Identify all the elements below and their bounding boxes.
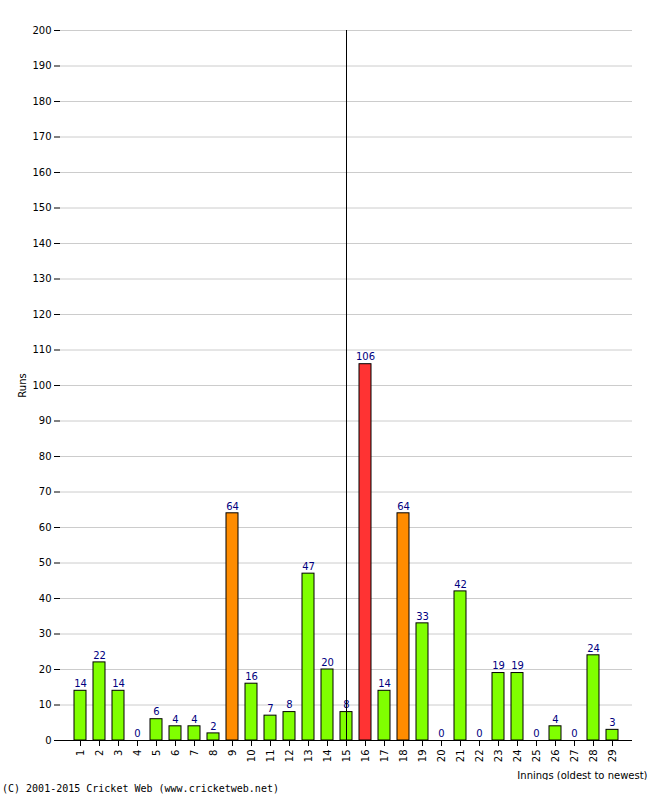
svg-text:11: 11 — [265, 750, 276, 763]
svg-text:Innings (oldest to newest): Innings (oldest to newest) — [517, 770, 647, 781]
svg-text:16: 16 — [245, 671, 258, 682]
svg-text:22: 22 — [474, 750, 485, 763]
svg-text:150: 150 — [32, 202, 51, 213]
svg-text:70: 70 — [39, 486, 52, 497]
svg-text:22: 22 — [93, 650, 106, 661]
svg-text:200: 200 — [32, 25, 51, 36]
svg-text:180: 180 — [32, 96, 51, 107]
svg-text:0: 0 — [533, 728, 539, 739]
html-text:(C) 2001-2015 Cricket Web (www: (C) 2001-2015 Cricket Web (www.cricketwe… — [2, 783, 279, 794]
svg-text:21: 21 — [455, 750, 466, 763]
svg-text:190: 190 — [32, 60, 51, 71]
svg-text:24: 24 — [512, 750, 523, 763]
svg-text:64: 64 — [397, 501, 410, 512]
svg-text:40: 40 — [39, 593, 52, 604]
svg-text:170: 170 — [32, 131, 51, 142]
svg-text:6: 6 — [153, 706, 159, 717]
svg-text:0: 0 — [134, 728, 140, 739]
svg-text:7: 7 — [189, 750, 200, 756]
svg-text:0: 0 — [45, 735, 51, 746]
svg-text:Runs: Runs — [17, 373, 28, 397]
svg-text:160: 160 — [32, 167, 51, 178]
svg-text:25: 25 — [531, 750, 542, 763]
svg-text:64: 64 — [226, 501, 239, 512]
svg-text:10: 10 — [246, 750, 257, 763]
svg-text:130: 130 — [32, 273, 51, 284]
svg-text:9: 9 — [227, 750, 238, 756]
svg-text:13: 13 — [303, 750, 314, 763]
svg-text:26: 26 — [550, 750, 561, 763]
svg-text:5: 5 — [151, 750, 162, 756]
svg-text:80: 80 — [39, 451, 52, 462]
svg-text:20: 20 — [321, 657, 334, 668]
svg-text:140: 140 — [32, 238, 51, 249]
svg-text:14: 14 — [112, 678, 125, 689]
svg-text:4: 4 — [552, 714, 558, 725]
svg-text:2: 2 — [210, 721, 216, 732]
svg-text:90: 90 — [39, 415, 52, 426]
svg-text:50: 50 — [39, 557, 52, 568]
svg-text:19: 19 — [417, 750, 428, 763]
svg-text:30: 30 — [39, 628, 52, 639]
svg-text:120: 120 — [32, 309, 51, 320]
svg-text:27: 27 — [569, 750, 580, 763]
svg-text:16: 16 — [360, 750, 371, 763]
svg-text:19: 19 — [492, 660, 505, 671]
svg-text:33: 33 — [416, 611, 429, 622]
svg-text:7: 7 — [267, 703, 273, 714]
svg-text:3: 3 — [113, 750, 124, 756]
svg-text:42: 42 — [454, 579, 467, 590]
svg-text:18: 18 — [398, 750, 409, 763]
svg-text:15: 15 — [341, 750, 352, 763]
svg-text:0: 0 — [571, 728, 577, 739]
svg-text:8: 8 — [208, 750, 219, 756]
svg-text:14: 14 — [74, 678, 87, 689]
svg-text:60: 60 — [39, 522, 52, 533]
svg-text:8: 8 — [286, 699, 292, 710]
svg-text:4: 4 — [191, 714, 197, 725]
svg-text:3: 3 — [609, 717, 615, 728]
svg-text:0: 0 — [438, 728, 444, 739]
svg-text:23: 23 — [493, 750, 504, 763]
svg-text:28: 28 — [588, 750, 599, 763]
svg-text:8: 8 — [343, 699, 350, 711]
svg-text:24: 24 — [587, 643, 600, 654]
svg-text:19: 19 — [511, 660, 524, 671]
svg-text:12: 12 — [284, 750, 295, 763]
svg-text:29: 29 — [607, 750, 618, 763]
svg-text:6: 6 — [170, 750, 181, 756]
svg-text:0: 0 — [476, 728, 482, 739]
svg-text:1: 1 — [75, 750, 86, 756]
svg-text:106: 106 — [356, 351, 375, 362]
svg-text:20: 20 — [39, 664, 52, 675]
svg-text:4: 4 — [132, 750, 143, 756]
svg-text:20: 20 — [436, 750, 447, 763]
svg-text:14: 14 — [378, 678, 391, 689]
svg-text:17: 17 — [379, 750, 390, 763]
svg-text:110: 110 — [32, 344, 51, 355]
svg-text:14: 14 — [322, 750, 333, 763]
svg-text:10: 10 — [39, 699, 52, 710]
svg-text:47: 47 — [302, 561, 315, 572]
svg-text:4: 4 — [172, 714, 178, 725]
svg-text:2: 2 — [94, 750, 105, 756]
svg-text:100: 100 — [32, 380, 51, 391]
